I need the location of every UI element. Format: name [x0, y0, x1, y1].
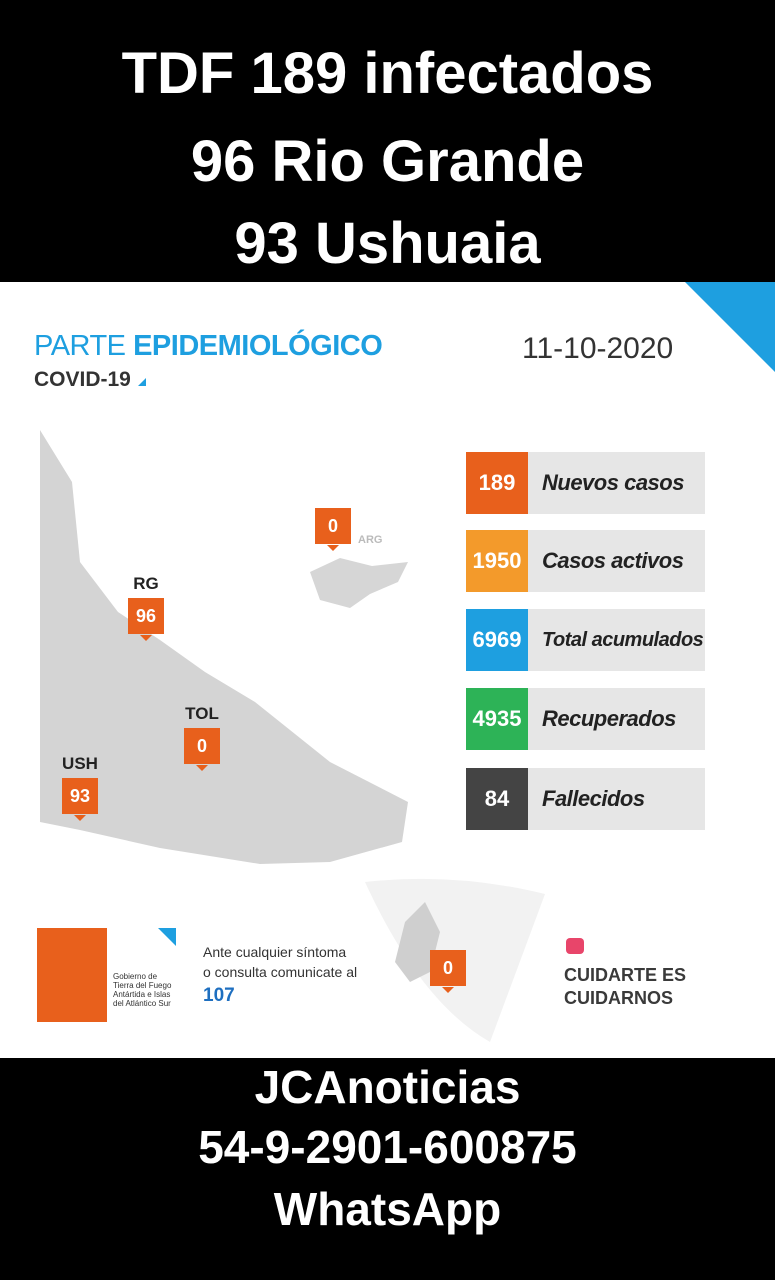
marker-value: 96 [128, 598, 164, 641]
stat: 84 Fallecidos [466, 768, 705, 830]
marker-value: 0 [315, 508, 351, 551]
islands-map [310, 558, 408, 608]
stat-label: Total acumulados [542, 628, 704, 651]
title-bold: EPIDEMIOLÓGICO [133, 330, 383, 362]
footer-line: 54-9-2901-600875 [198, 1121, 577, 1173]
header-line: 93 Ushuaia [234, 211, 541, 276]
org-line: Gobierno de [113, 972, 158, 981]
stat-label: Recuperados [542, 706, 676, 731]
marker-value: 0 [430, 950, 466, 993]
stat-value: 6969 [466, 609, 528, 671]
slogan-line: CUIDARTE ES [564, 965, 687, 985]
title-light: PARTE [34, 330, 126, 362]
island-map [40, 430, 408, 864]
marker-label: RG [133, 574, 159, 593]
antarctica-map [395, 902, 440, 982]
stat-label: Fallecidos [542, 786, 645, 811]
slogan-line: CUIDARNOS [564, 988, 674, 1008]
marker-label: USH [62, 754, 98, 773]
org-line: Antártida e Islas [113, 990, 171, 999]
accent [138, 378, 146, 386]
contact-line: o consulta comunicate al [203, 964, 358, 980]
accent [158, 928, 176, 946]
footer-line: JCAnoticias [254, 1061, 521, 1113]
report-title: PARTE EPIDEMIOLÓGICO [34, 330, 383, 363]
stat: 4935 Recuperados [466, 688, 705, 750]
contact-phone: 107 [203, 985, 235, 1006]
stat: 6969 Total acumulados [466, 609, 705, 671]
marker-value: 0 [184, 728, 220, 771]
stat-value: 1950 [466, 530, 528, 592]
infographic: PARTE EPIDEMIOLÓGICO COVID-19 11-10-2020… [0, 282, 775, 1058]
org-line: Tierra del Fuego [113, 981, 172, 990]
report-subtitle: COVID-19 [34, 368, 131, 391]
stat-label: Nuevos casos [542, 470, 684, 495]
stat-value: 4935 [466, 688, 528, 750]
corner-accent [685, 282, 775, 372]
marker-value: 93 [62, 778, 98, 821]
stat: 1950 Casos activos [466, 530, 705, 592]
org-line: del Atlántico Sur [113, 999, 171, 1008]
contact-line: Ante cualquier síntoma [203, 944, 347, 960]
header-line: 96 Rio Grande [190, 129, 585, 194]
heart-icon [566, 938, 584, 954]
contact-text: Ante cualquier síntoma o consulta comuni… [203, 942, 357, 1006]
report-date: 11-10-2020 [522, 332, 674, 365]
slogan: CUIDARTE ES CUIDARNOS [564, 964, 686, 1010]
org-name: Gobierno de Tierra del Fuego Antártida e… [113, 972, 171, 1008]
marker-label: TOL [185, 704, 219, 723]
footer-line: WhatsApp [273, 1183, 502, 1235]
stat-label: Casos activos [542, 548, 684, 573]
stat: 189 Nuevos casos [466, 452, 705, 514]
stat-value: 84 [466, 768, 528, 830]
marker-label: ARG [358, 534, 383, 546]
logo [37, 928, 107, 1022]
stat-value: 189 [466, 452, 528, 514]
header-line: TDF 189 infectados [121, 41, 654, 106]
